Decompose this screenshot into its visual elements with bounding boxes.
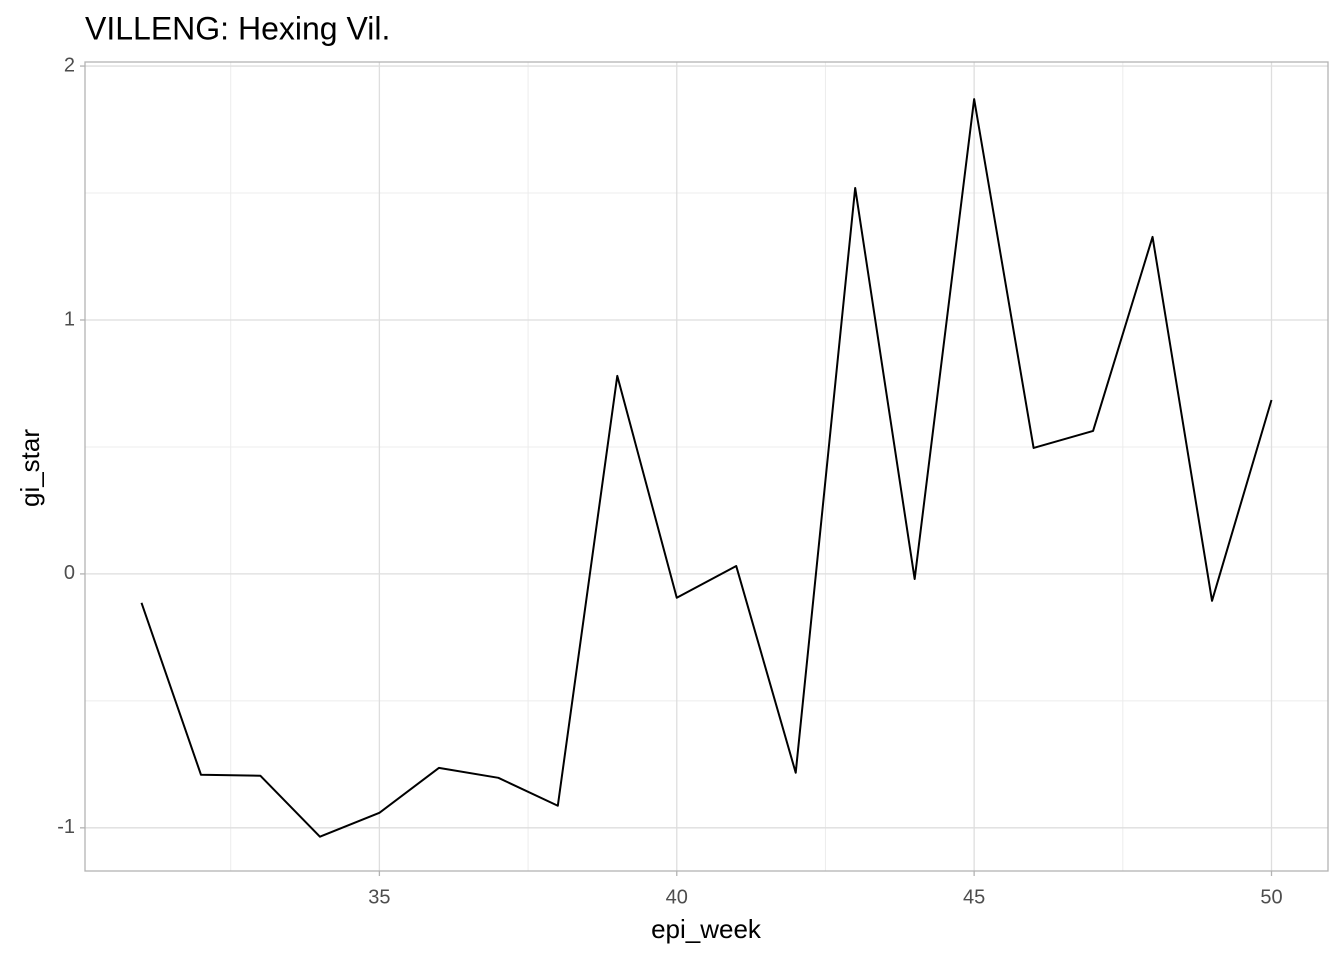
- y-tick-label: 0: [64, 562, 75, 584]
- y-tick-label: 1: [64, 308, 75, 330]
- y-tick-label: -1: [57, 816, 75, 838]
- x-tick-label: 40: [666, 886, 688, 908]
- x-axis-label: epi_week: [651, 914, 762, 944]
- y-tick-label: 2: [64, 54, 75, 76]
- panel-border: [84, 61, 1329, 872]
- x-tick-label: 35: [368, 886, 390, 908]
- data-line: [140, 98, 1273, 838]
- y-axis-label: gi_star: [15, 429, 45, 507]
- x-tick-label: 45: [963, 886, 985, 908]
- chart-title: VILLENG: Hexing Vil.: [85, 10, 390, 46]
- x-tick-label: 50: [1260, 886, 1282, 908]
